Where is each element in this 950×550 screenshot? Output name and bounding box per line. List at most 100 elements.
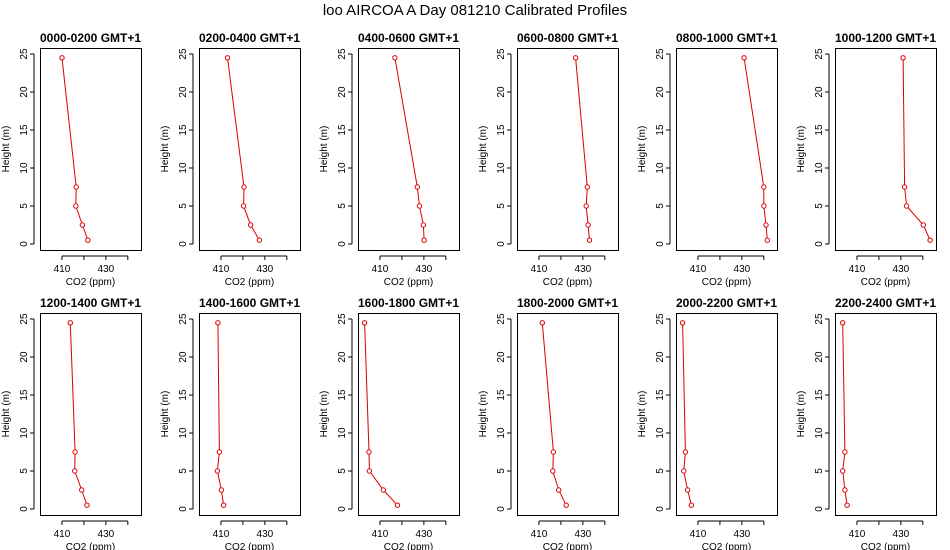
y-tick-label: 20 [655, 86, 666, 98]
panel-title: 1000-1200 GMT+1 [835, 31, 936, 45]
profile-line [541, 322, 567, 506]
data-point [585, 222, 591, 228]
data-point [927, 237, 933, 243]
plot-frame [199, 313, 301, 516]
y-tick-label: 25 [337, 48, 348, 60]
y-tick-label: 25 [19, 313, 30, 325]
y-tick-label: 10 [19, 162, 30, 174]
data-point [761, 203, 767, 209]
x-tick-label: 430 [575, 529, 592, 540]
y-tick-label: 10 [337, 427, 348, 439]
panel-title: 1800-2000 GMT+1 [517, 296, 618, 310]
y-tick-label: 20 [178, 351, 189, 363]
y-tick-label: 25 [655, 48, 666, 60]
data-point [216, 449, 223, 455]
x-axis-label: CO2 (ppm) [225, 277, 274, 288]
y-axis-label: Height (m) [319, 126, 330, 173]
data-point [72, 468, 78, 474]
y-axis-label: Height (m) [637, 126, 648, 173]
y-axis-label: Height (m) [796, 126, 807, 173]
panel-title: 0200-0400 GMT+1 [199, 31, 300, 45]
x-tick-label: 410 [531, 529, 548, 540]
plot-frame [517, 48, 619, 251]
profile-line [902, 57, 931, 241]
profile-line [743, 57, 768, 241]
data-point [563, 502, 569, 508]
plot-frame [40, 48, 142, 251]
data-point [79, 487, 85, 493]
y-tick-label: 25 [655, 313, 666, 325]
data-point [844, 502, 850, 508]
data-point [240, 203, 247, 209]
data-point [763, 222, 769, 228]
profile-line [227, 57, 260, 241]
panel-title: 1400-1600 GMT+1 [199, 296, 300, 310]
data-point [73, 203, 79, 209]
y-tick-label: 0 [655, 241, 666, 247]
x-tick-label: 430 [416, 264, 433, 275]
y-tick-label: 25 [337, 313, 348, 325]
profile-panel-3: 0400-0600 GMT+1 0 5 10 15 20 25 Height (m) 410 43… [319, 31, 460, 288]
data-point [218, 487, 225, 493]
y-axis-label: Height (m) [319, 391, 330, 438]
y-tick-label: 15 [337, 389, 348, 401]
x-tick-label: 430 [257, 529, 274, 540]
y-tick-label: 15 [178, 124, 189, 136]
y-tick-label: 10 [337, 162, 348, 174]
y-tick-label: 5 [178, 203, 189, 209]
y-tick-label: 20 [19, 351, 30, 363]
y-tick-label: 5 [814, 468, 825, 474]
profile-panel-4: 0600-0800 GMT+1 0 5 10 15 20 25 Height (m) 410 43… [478, 31, 619, 288]
data-point [241, 184, 247, 190]
profile-panel-9: 1600-1800 GMT+1 0 5 10 15 20 25 Height (m) 410 43… [319, 296, 460, 550]
y-tick-label: 0 [337, 506, 348, 512]
y-tick-label: 5 [178, 468, 189, 474]
y-axis-label: Height (m) [160, 126, 171, 173]
y-tick-label: 0 [496, 241, 507, 247]
data-point [220, 502, 227, 508]
x-tick-label: 410 [690, 529, 707, 540]
y-tick-label: 10 [814, 427, 825, 439]
y-tick-label: 25 [178, 313, 189, 325]
panel-title: 2000-2200 GMT+1 [676, 296, 777, 310]
profile-line [61, 57, 89, 241]
data-point [920, 222, 926, 228]
data-point [840, 320, 846, 326]
x-tick-label: 410 [372, 529, 389, 540]
y-tick-label: 20 [178, 86, 189, 98]
panel-title: 1600-1800 GMT+1 [358, 296, 459, 310]
plot-frame [835, 48, 937, 251]
data-point [414, 184, 420, 190]
profile-line [216, 322, 225, 506]
data-point [392, 55, 398, 61]
x-axis-label: CO2 (ppm) [384, 542, 433, 550]
y-tick-label: 10 [496, 162, 507, 174]
profile-panel-12: 2200-2400 GMT+1 0 5 10 15 20 25 Height (m) 410 43… [796, 296, 937, 550]
y-tick-label: 0 [814, 241, 825, 247]
data-point [247, 222, 254, 228]
data-point [85, 237, 91, 243]
plot-frame [358, 313, 460, 516]
data-point [761, 184, 767, 190]
y-tick-label: 15 [655, 124, 666, 136]
profile-line [575, 57, 590, 241]
data-point [361, 320, 368, 326]
y-tick-label: 15 [337, 124, 348, 136]
y-axis-label: Height (m) [796, 391, 807, 438]
plot-frame [199, 48, 301, 251]
y-tick-label: 15 [178, 389, 189, 401]
profile-panel-6: 1000-1200 GMT+1 0 5 10 15 20 25 Height (m) 410 43… [796, 31, 937, 288]
panel-title: 1200-1400 GMT+1 [40, 296, 141, 310]
data-point [380, 487, 386, 493]
x-axis-label: CO2 (ppm) [861, 277, 910, 288]
y-tick-label: 15 [496, 389, 507, 401]
y-tick-label: 25 [814, 48, 825, 60]
profile-line [842, 322, 848, 506]
y-tick-label: 5 [19, 468, 30, 474]
profile-line [364, 322, 398, 506]
data-point [688, 502, 695, 508]
profile-line [682, 322, 692, 506]
data-point [84, 502, 90, 508]
data-point [900, 55, 906, 61]
